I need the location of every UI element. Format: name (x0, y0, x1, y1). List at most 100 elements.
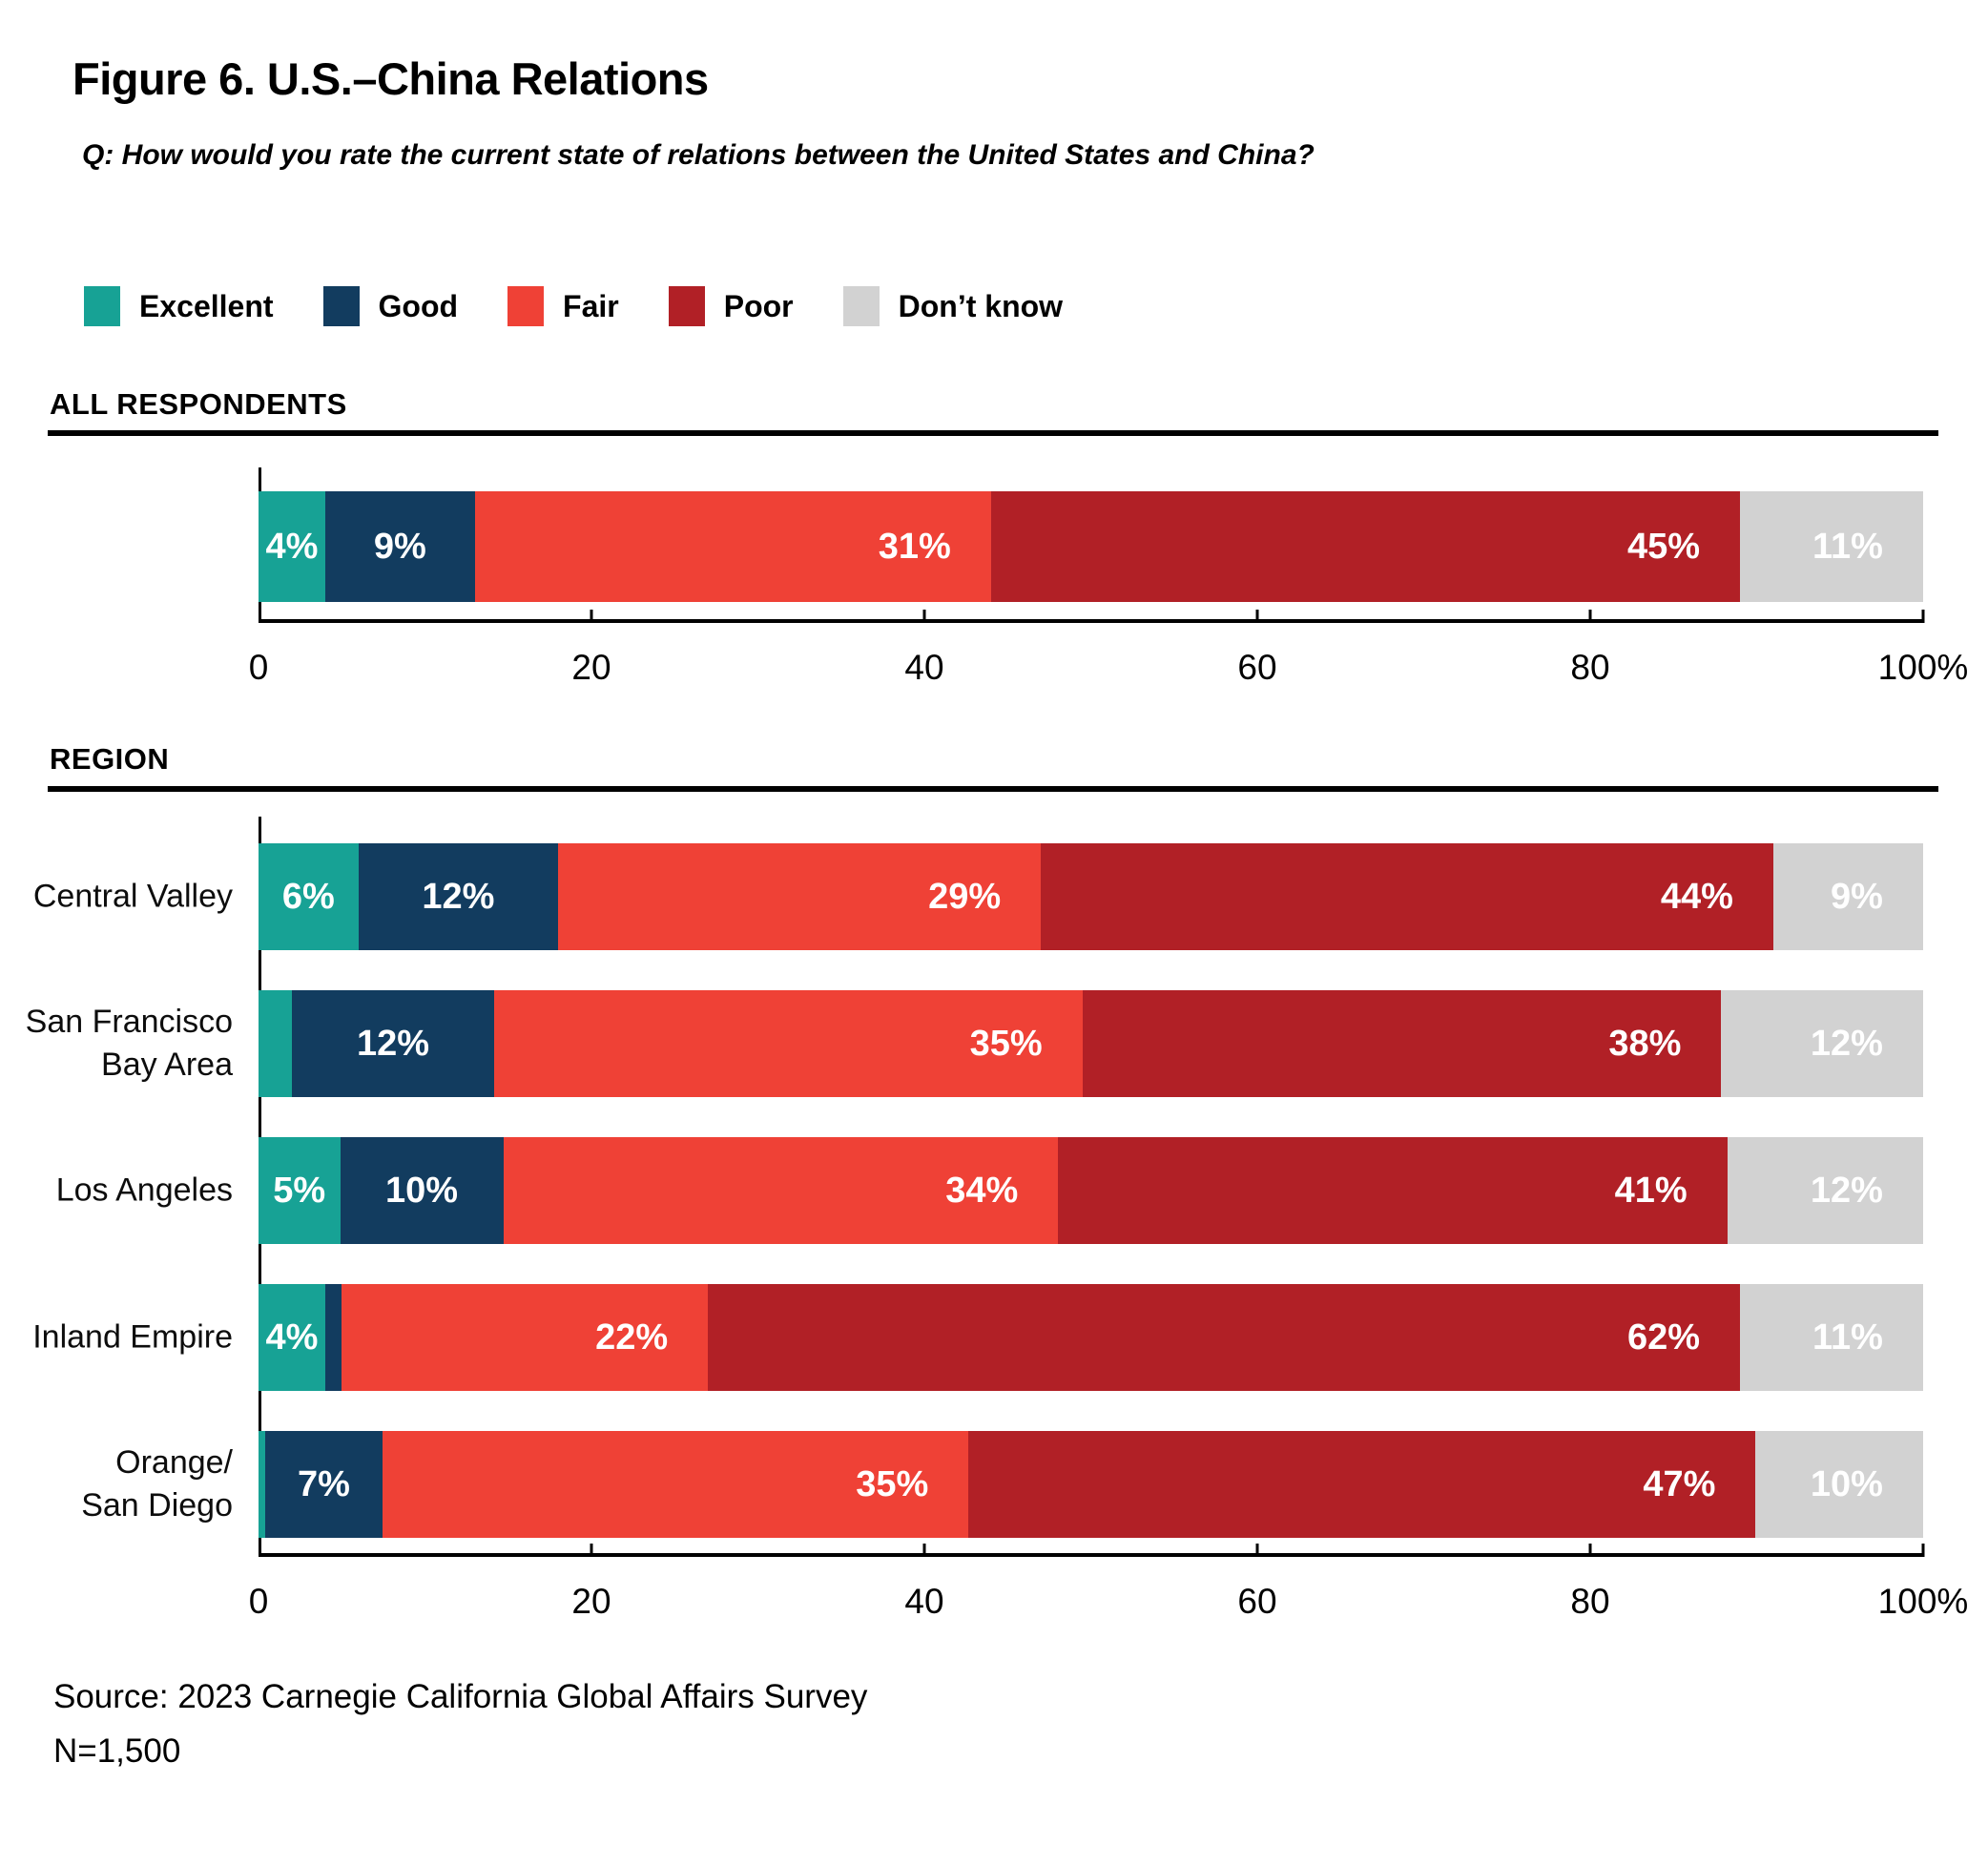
bar-row: Los Angeles 5% 10% 34% 41% 12% (56, 1137, 1923, 1244)
legend-item-poor: Poor (668, 286, 794, 326)
segment-value-label: 44% (1660, 876, 1733, 917)
segment-value-label: 4% (265, 526, 319, 567)
segment-value-label: 7% (297, 1463, 350, 1504)
segment-value-label: 10% (1810, 1463, 1883, 1504)
bar-segment-fair: 29% (558, 843, 1042, 950)
bar-segment-poor: 41% (1058, 1137, 1728, 1244)
x-tick (922, 610, 926, 623)
segment-value-label: 34% (945, 1170, 1019, 1211)
x-tick (590, 1544, 593, 1557)
x-tick-label: 100% (1877, 648, 1969, 687)
bar-segment-dont_know: 9% (1772, 843, 1923, 950)
region-chart: Central Valley 6% 12% 29% 44% 9% San Francisco… (26, 817, 1968, 1629)
bar-segment-good: 12% (358, 843, 559, 950)
excellent-swatch (84, 286, 120, 326)
rows: Central Valley 6% 12% 29% 44% 9% San Francisco… (26, 843, 1923, 1538)
bar-segment-dont_know: 10% (1755, 1431, 1923, 1538)
section-rule (48, 786, 1938, 792)
bar-segment-good: 7% (265, 1431, 383, 1538)
bar-segment-excellent: 6% (259, 843, 359, 950)
source-text: Source: 2023 Carnegie California Global … (53, 1669, 867, 1778)
bar-segment-poor: 45% (990, 491, 1741, 602)
good-swatch (322, 286, 360, 326)
x-tick-label: 80 (1570, 1582, 1610, 1621)
row-label: Inland Empire (32, 1318, 233, 1356)
row-label: San Francisco Bay Area (25, 1004, 233, 1083)
row-label: Los Angeles (55, 1171, 233, 1209)
bar-segment-dont_know: 11% (1740, 491, 1923, 602)
bar-segment-good: 12% (292, 990, 494, 1097)
bar-segment-dont_know: 12% (1721, 990, 1923, 1097)
x-axis (259, 610, 1925, 623)
fair-swatch (507, 286, 545, 326)
legend-item-dont_know: Don’t know (842, 286, 1063, 326)
x-tick (1255, 1544, 1259, 1557)
bar-segment-fair: 22% (342, 1284, 709, 1391)
legend-label: Fair (563, 288, 619, 323)
segment-value-label: 10% (385, 1170, 459, 1211)
rows: 4% 9% 31% 45% 11% (259, 491, 1923, 602)
segment-value-label: 12% (1810, 1023, 1883, 1064)
segment-value-label: 6% (281, 876, 335, 917)
bar-segment-fair: 34% (503, 1137, 1059, 1244)
bar-segment-good: 9% (324, 491, 475, 602)
bar-row: Orange/ San Diego 7% 35% 47% 10% (81, 1431, 1923, 1538)
section-header-region: REGION (50, 742, 170, 776)
segment-value-label: 22% (595, 1317, 669, 1358)
bar-segment-dont_know: 12% (1727, 1137, 1923, 1244)
bar-segment-poor: 38% (1082, 990, 1722, 1097)
bar-row: Inland Empire 4% 22% 62% 11% (32, 1284, 1923, 1391)
bar-segment-fair: 31% (474, 491, 991, 602)
segment-value-label: 62% (1626, 1317, 1701, 1358)
stacked-bar: 7% 35% 47% 10% (259, 1431, 1923, 1538)
row-label: Orange/ San Diego (81, 1444, 233, 1524)
segment-value-label: 11% (1812, 1317, 1883, 1358)
segment-value-label: 31% (878, 526, 951, 567)
x-tick-label: 60 (1237, 1582, 1277, 1621)
bar-segment-good: 10% (340, 1137, 504, 1244)
segment-value-label: 9% (1831, 876, 1883, 917)
x-tick (922, 1544, 926, 1557)
bar-segment-excellent (259, 990, 293, 1097)
segment-value-label: 12% (422, 876, 495, 917)
segment-value-label: 12% (1810, 1170, 1883, 1211)
legend-item-fair: Fair (507, 286, 619, 326)
x-tick-label: 0 (248, 1582, 269, 1621)
segment-value-label: 29% (928, 876, 1002, 917)
stacked-bar: 4% 22% 62% 11% (259, 1284, 1923, 1391)
section-rule (48, 430, 1938, 436)
stacked-bar: 6% 12% 29% 44% 9% (259, 843, 1923, 950)
x-tick (1255, 610, 1259, 623)
sample-size: N=1,500 (53, 1732, 181, 1770)
segment-value-label: 35% (969, 1023, 1043, 1064)
x-tick (1588, 610, 1592, 623)
segment-value-label: 41% (1614, 1170, 1688, 1211)
bar-segment-good (324, 1284, 342, 1391)
x-tick-label: 20 (571, 648, 611, 687)
row-label: Central Valley (32, 878, 233, 915)
x-tick-labels: 0 20 40 60 80 100% (249, 648, 1969, 695)
bar-segment-fair: 35% (382, 1431, 969, 1538)
stacked-bar: 12% 35% 38% 12% (259, 990, 1923, 1097)
x-axis (259, 1544, 1925, 1557)
bar-segment-poor: 44% (1041, 843, 1773, 950)
legend-item-excellent: Excellent (84, 286, 274, 326)
x-tick-label: 40 (904, 1582, 944, 1621)
x-tick-label: 40 (904, 648, 944, 687)
x-tick-label: 20 (571, 1582, 611, 1621)
legend-item-good: Good (322, 286, 459, 326)
segment-value-label: 38% (1608, 1023, 1682, 1064)
bar-segment-excellent: 4% (259, 491, 325, 602)
x-tick-label: 80 (1570, 648, 1610, 687)
segment-value-label: 9% (373, 526, 426, 567)
x-tick (1921, 610, 1925, 623)
bar-row: Central Valley 6% 12% 29% 44% 9% (33, 843, 1923, 950)
legend-label: Good (378, 288, 459, 323)
survey-question: Q: How would you rate the current state … (82, 139, 1315, 171)
x-tick-label: 100% (1877, 1582, 1969, 1621)
segment-value-label: 12% (356, 1023, 430, 1064)
bar-segment-poor: 47% (968, 1431, 1756, 1538)
x-tick (590, 610, 593, 623)
poor-swatch (668, 286, 705, 326)
x-tick (1921, 1544, 1925, 1557)
